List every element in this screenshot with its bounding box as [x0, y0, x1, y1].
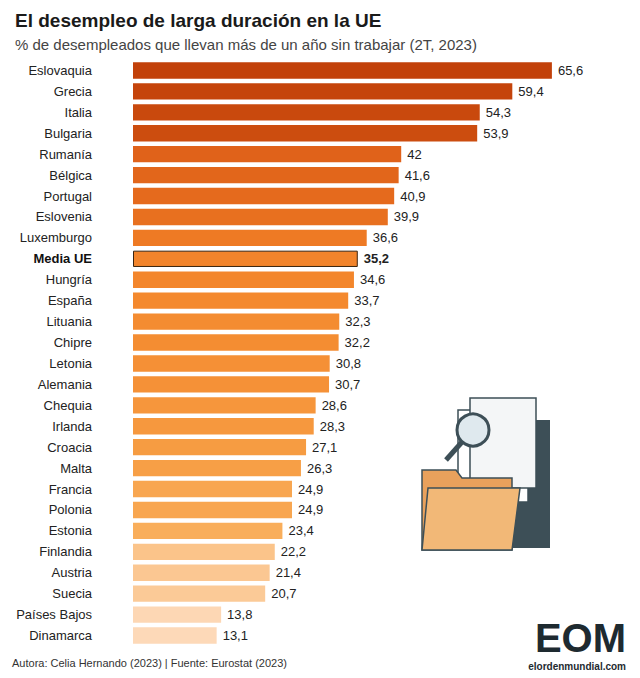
svg-text:65,6: 65,6 — [558, 63, 583, 78]
svg-text:26,3: 26,3 — [307, 461, 332, 476]
svg-text:59,4: 59,4 — [518, 84, 543, 99]
svg-text:32,2: 32,2 — [345, 335, 370, 350]
svg-text:13,8: 13,8 — [227, 607, 252, 622]
svg-text:22,2: 22,2 — [281, 544, 306, 559]
svg-text:30,7: 30,7 — [335, 377, 360, 392]
svg-text:39,9: 39,9 — [394, 209, 419, 224]
svg-text:España: España — [48, 293, 93, 308]
svg-text:Bulgaria: Bulgaria — [44, 126, 92, 141]
svg-text:20,7: 20,7 — [271, 586, 296, 601]
svg-text:Autora: Celia Hernando (2023): Autora: Celia Hernando (2023) | Fuente: … — [12, 657, 287, 669]
svg-text:Dinamarca: Dinamarca — [29, 628, 93, 643]
svg-text:54,3: 54,3 — [486, 105, 511, 120]
svg-text:30,8: 30,8 — [336, 356, 361, 371]
svg-text:Finlandia: Finlandia — [39, 544, 93, 559]
svg-text:42: 42 — [407, 147, 421, 162]
svg-text:Portugal: Portugal — [44, 189, 93, 204]
svg-text:27,1: 27,1 — [312, 440, 337, 455]
svg-text:Alemania: Alemania — [38, 377, 93, 392]
svg-text:Irlanda: Irlanda — [52, 419, 93, 434]
svg-text:Grecia: Grecia — [54, 84, 93, 99]
svg-text:Estonia: Estonia — [49, 523, 93, 538]
svg-text:41,6: 41,6 — [405, 168, 430, 183]
svg-text:Eslovaquia: Eslovaquia — [28, 63, 92, 78]
svg-text:Luxemburgo: Luxemburgo — [20, 230, 92, 245]
svg-text:Hungría: Hungría — [46, 272, 93, 287]
svg-text:23,4: 23,4 — [288, 523, 313, 538]
svg-text:Rumanía: Rumanía — [39, 147, 93, 162]
svg-text:Francia: Francia — [49, 482, 93, 497]
svg-text:28,6: 28,6 — [322, 398, 347, 413]
svg-text:El desempleo de larga duración: El desempleo de larga duración en la UE — [15, 10, 381, 31]
svg-text:32,3: 32,3 — [345, 314, 370, 329]
svg-text:36,6: 36,6 — [373, 230, 398, 245]
svg-text:Eslovenia: Eslovenia — [36, 209, 93, 224]
svg-text:13,1: 13,1 — [223, 628, 248, 643]
svg-text:33,7: 33,7 — [354, 293, 379, 308]
svg-text:24,9: 24,9 — [298, 482, 323, 497]
svg-text:Chequia: Chequia — [44, 398, 93, 413]
svg-text:21,4: 21,4 — [276, 565, 301, 580]
svg-text:Croacia: Croacia — [47, 440, 93, 455]
svg-text:Chipre: Chipre — [54, 335, 92, 350]
svg-text:Polonia: Polonia — [49, 502, 93, 517]
svg-text:24,9: 24,9 — [298, 502, 323, 517]
svg-text:% de desempleados que llevan m: % de desempleados que llevan más de un a… — [15, 36, 477, 53]
svg-text:Suecia: Suecia — [52, 586, 93, 601]
svg-text:Lituania: Lituania — [46, 314, 92, 329]
svg-text:elordenmundial.com: elordenmundial.com — [528, 661, 626, 672]
svg-text:35,2: 35,2 — [364, 251, 389, 266]
svg-text:40,9: 40,9 — [400, 189, 425, 204]
svg-text:Malta: Malta — [60, 461, 93, 476]
svg-text:Media UE: Media UE — [33, 251, 92, 266]
svg-text:EOM: EOM — [535, 616, 626, 660]
svg-text:Bélgica: Bélgica — [49, 168, 92, 183]
svg-text:53,9: 53,9 — [483, 126, 508, 141]
svg-text:28,3: 28,3 — [320, 419, 345, 434]
svg-text:34,6: 34,6 — [360, 272, 385, 287]
svg-text:Austria: Austria — [52, 565, 93, 580]
svg-text:Italia: Italia — [65, 105, 93, 120]
svg-text:Países Bajos: Países Bajos — [16, 607, 92, 622]
svg-text:Letonia: Letonia — [49, 356, 92, 371]
